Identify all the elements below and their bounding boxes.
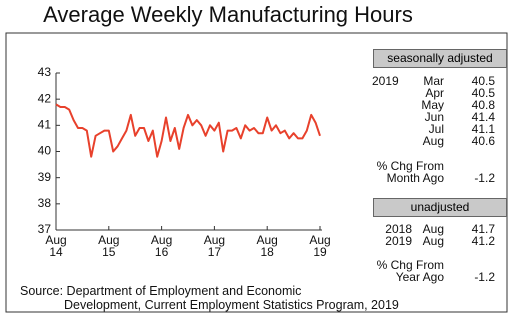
sa-month: Apr — [425, 86, 444, 100]
sa-month: Jul — [428, 122, 444, 136]
y-tick-label: 38 — [38, 196, 52, 210]
sa-value: 40.6 — [471, 134, 495, 148]
ua-change-label: % Chg From Year Ago — [376, 258, 444, 284]
y-tick-label: 37 — [38, 222, 52, 236]
x-tick-label: Aug 17 — [203, 233, 226, 259]
y-tick-label: 40 — [38, 144, 52, 158]
sa-value: 40.8 — [471, 98, 495, 112]
x-tick-label: Aug 16 — [150, 233, 173, 259]
y-tick-label: 39 — [38, 170, 52, 184]
ua-header: unadjusted — [373, 198, 507, 217]
ua-change-value: -1.2 — [474, 270, 495, 284]
sa-value: 41.4 — [471, 110, 495, 124]
ua-year: 2019 — [385, 234, 412, 248]
y-tick-label: 43 — [38, 65, 52, 79]
frame — [5, 32, 508, 313]
y-tick-label: 42 — [38, 91, 52, 105]
chart-title: Average Weekly Manufacturing Hours — [43, 2, 413, 27]
sa-change-label: % Chg From Month Ago — [376, 159, 444, 185]
sa-value: 40.5 — [471, 86, 495, 100]
ua-month: Aug — [422, 234, 444, 248]
sa-header: seasonally adjusted — [373, 49, 507, 68]
line — [55, 103, 321, 158]
sa-year: 2019 — [372, 74, 399, 88]
ua-value: 41.2 — [471, 234, 495, 248]
sa-month: Mar — [423, 74, 444, 88]
y-tick-label: 41 — [38, 118, 52, 132]
sa-value: 40.5 — [471, 74, 495, 88]
sa-value: 41.1 — [471, 122, 495, 136]
ua-month: Aug — [422, 222, 444, 236]
ua-value: 41.7 — [471, 222, 495, 236]
x-tick-label: Aug 19 — [309, 233, 331, 259]
sa-month: Jun — [424, 110, 444, 124]
source: Source: Department of Employment and Eco… — [20, 284, 399, 312]
ua-year: 2018 — [385, 222, 412, 236]
x-tick-label: Aug 15 — [98, 233, 120, 259]
sa-month: May — [421, 98, 444, 112]
sa-month: Aug — [422, 134, 444, 148]
x-tick-label: Aug 18 — [256, 233, 278, 259]
x-tick-label: Aug 14 — [45, 233, 67, 259]
sa-change-value: -1.2 — [474, 171, 495, 185]
